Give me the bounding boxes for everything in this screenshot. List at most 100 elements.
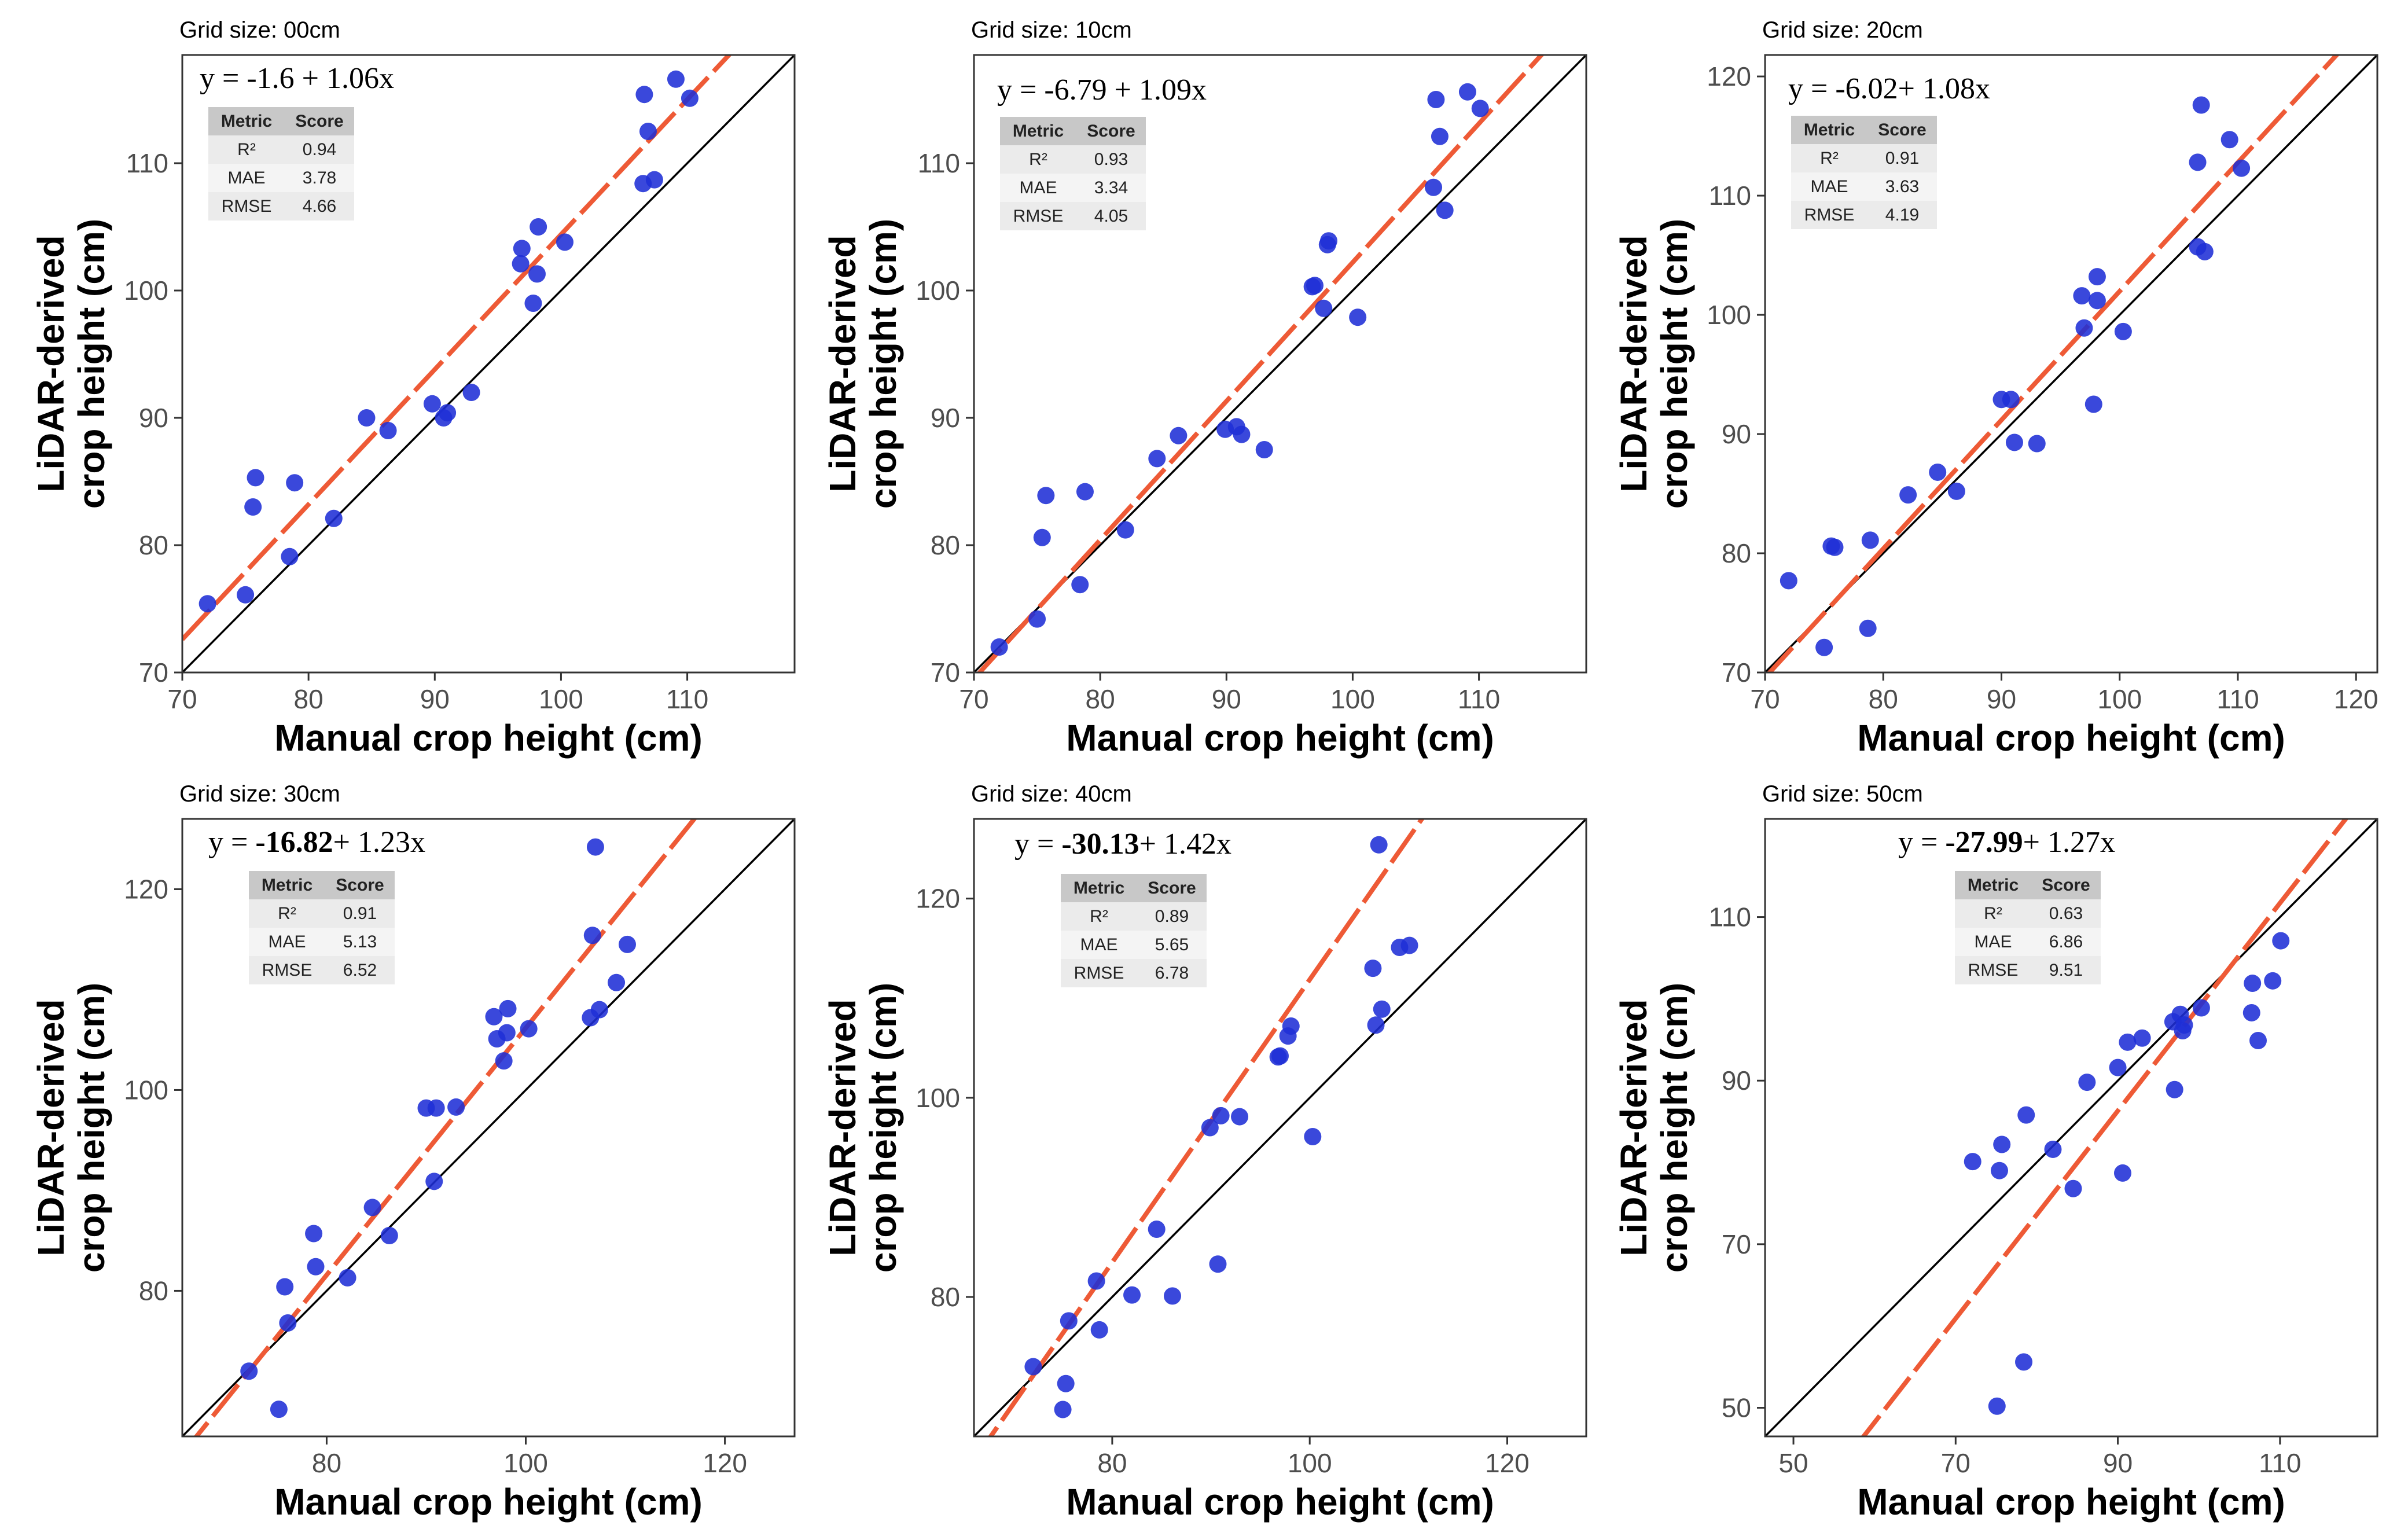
y-tick-label: 110 (918, 148, 960, 178)
data-point (447, 1098, 465, 1116)
y-axis-title: LiDAR-derivedcrop height (cm) (1613, 219, 1695, 509)
data-point (556, 233, 573, 251)
data-point (1028, 610, 1046, 628)
data-point (1116, 521, 1134, 539)
y-tick-label: 80 (139, 1276, 168, 1306)
table-header-score: Score (2042, 876, 2090, 895)
equation-slope: + 1.23x (333, 826, 425, 859)
table-metric-score: 0.89 (1155, 907, 1189, 926)
panel-points (1024, 836, 1418, 1418)
x-axis-title: Manual crop height (cm) (1066, 717, 1494, 759)
x-tick-label: 70 (1750, 684, 1780, 714)
x-axis-title: Manual crop height (cm) (1857, 717, 2285, 759)
data-point (439, 404, 457, 422)
y-tick-label: 70 (931, 657, 960, 688)
panel-points (1780, 96, 2251, 656)
data-point (2114, 322, 2132, 340)
data-point (499, 999, 517, 1017)
y-tick-label: 110 (126, 148, 168, 178)
data-point (2264, 972, 2282, 990)
x-tick-label: 90 (1987, 684, 2016, 714)
regression-line (1766, 55, 2340, 672)
equation-intercept: -16.82 (255, 826, 333, 859)
data-point (1929, 463, 1947, 481)
table-metric-name: R² (1029, 150, 1047, 169)
panel-points (1964, 932, 2290, 1415)
x-axis-title: Manual crop height (cm) (274, 1481, 703, 1523)
y-tick-label: 100 (916, 1083, 960, 1113)
data-point (2088, 292, 2106, 310)
y-tick-label: 110 (1709, 181, 1751, 211)
data-point (279, 1314, 297, 1332)
table-header-metric: Metric (1804, 120, 1855, 139)
panel-lines (974, 55, 1586, 672)
data-point (1033, 528, 1051, 546)
data-point (1367, 1016, 1385, 1034)
x-tick-label: 90 (1212, 684, 1241, 714)
data-point (1373, 1000, 1391, 1018)
table-row-bg (1000, 202, 1146, 230)
regression-line (988, 819, 1425, 1436)
data-point (1076, 483, 1094, 501)
data-point (1163, 1287, 1181, 1305)
data-point (1057, 1374, 1075, 1392)
data-point (2175, 1016, 2193, 1034)
data-point (237, 586, 255, 604)
y-axis-title-line1: LiDAR-derived (30, 999, 72, 1256)
data-point (485, 1008, 503, 1026)
equation-prefix: y = (1014, 828, 1061, 861)
equation-intercept: -27.99 (1945, 826, 2023, 859)
table-metric-score: 3.34 (1094, 178, 1128, 197)
x-tick-label: 100 (2097, 684, 2142, 714)
data-point (1306, 277, 1324, 295)
data-point (2189, 153, 2207, 171)
panel-points (990, 83, 1489, 656)
data-point (2119, 1033, 2137, 1051)
table-metric-score: 0.94 (303, 140, 336, 159)
y-axis-title-line2: crop height (cm) (862, 219, 904, 509)
x-tick-label: 80 (1869, 684, 1898, 714)
data-point (1458, 83, 1476, 101)
panel-border (1764, 818, 2378, 1438)
table-row-bg (1061, 959, 1207, 987)
y-axis-title: LiDAR-derivedcrop height (cm) (30, 219, 112, 509)
data-point (425, 1173, 443, 1190)
table-metric-name: RMSE (262, 961, 313, 980)
y-axis-title-line1: LiDAR-derived (1613, 999, 1655, 1256)
metrics-table: Metric Score R² 0.91 MAE 5.13 RMSE 6.52 (249, 871, 395, 984)
table-row-bg (1791, 172, 1937, 201)
x-tick-label: 120 (1485, 1448, 1530, 1478)
table-header-bg (1061, 874, 1207, 902)
y-tick-label: 90 (931, 403, 960, 433)
x-tick-label: 80 (294, 684, 323, 714)
data-point (1993, 1135, 2011, 1153)
data-point (2233, 159, 2251, 177)
table-header-metric: Metric (221, 112, 272, 131)
metrics-table: Metric Score R² 0.89 MAE 5.65 RMSE 6.78 (1061, 874, 1207, 987)
table-metric-name: RMSE (1013, 207, 1064, 226)
data-point (1988, 1397, 2006, 1415)
table-row-bg (1061, 902, 1207, 931)
metrics-table: Metric Score R² 0.91 MAE 3.63 RMSE 4.19 (1791, 116, 1937, 229)
data-point (2015, 1353, 2033, 1371)
table-metric-name: MAE (1974, 932, 2012, 951)
panel-points (198, 70, 698, 613)
table-metric-name: RMSE (1968, 961, 2019, 980)
data-point (2109, 1058, 2127, 1076)
data-point (2166, 1080, 2183, 1098)
data-point (528, 265, 546, 283)
data-point (2242, 1004, 2260, 1021)
panel-border (181, 818, 796, 1438)
data-point (1123, 1286, 1141, 1304)
data-point (1037, 487, 1055, 505)
table-row-bg (1000, 174, 1146, 202)
data-point (307, 1258, 325, 1276)
data-point (1024, 1358, 1042, 1376)
data-point (586, 838, 604, 856)
y-tick-label: 120 (916, 884, 960, 914)
y-axis-title: LiDAR-derivedcrop height (cm) (822, 219, 904, 509)
table-metric-score: 4.66 (303, 197, 336, 216)
data-point (1861, 531, 1879, 549)
table-metric-name: MAE (268, 932, 306, 951)
